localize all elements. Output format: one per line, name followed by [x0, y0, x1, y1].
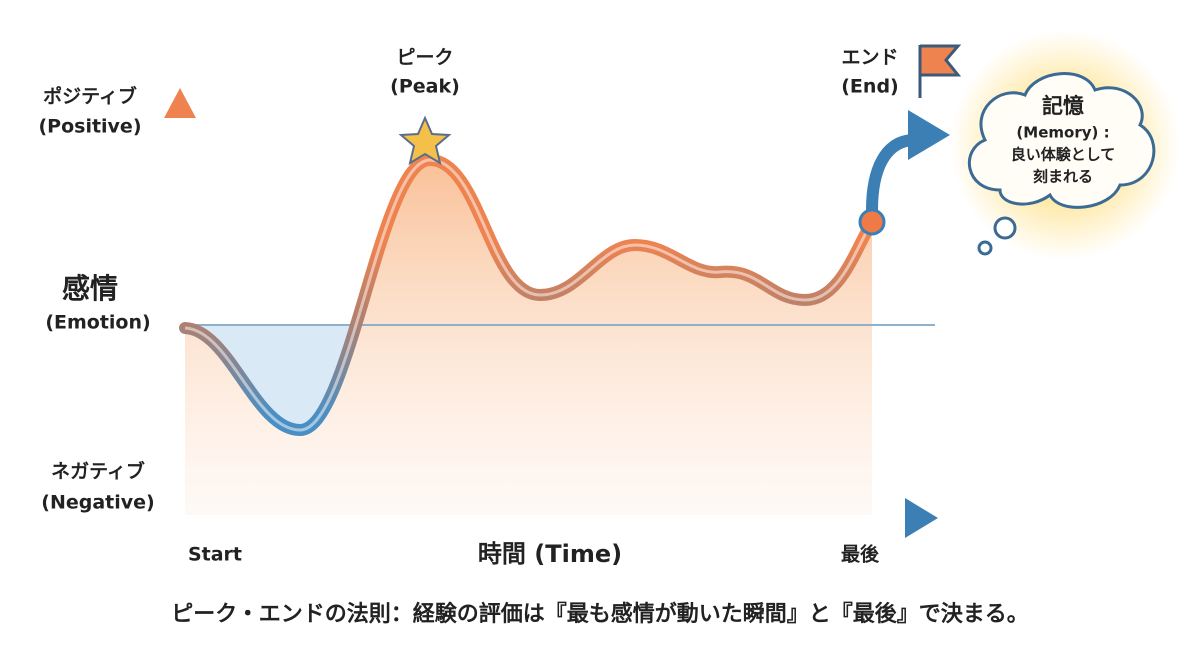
- memory-cloud: [950, 30, 1180, 260]
- negative-label: ネガティブ: [51, 460, 145, 483]
- y-arrowhead: [164, 88, 196, 118]
- end-curve: [866, 134, 916, 211]
- negative-en-label: (Negative): [41, 492, 154, 514]
- end-dot: [858, 208, 886, 236]
- end-label: エンド: [841, 47, 898, 69]
- emotion-en-label: (Emotion): [45, 312, 150, 334]
- x-arrowhead: [905, 498, 938, 538]
- memory-arrowhead: [908, 110, 950, 160]
- time-label: 時間 (Time): [478, 540, 622, 568]
- peak-label: ピーク: [396, 47, 453, 69]
- end-en-label: (End): [841, 76, 898, 98]
- start-label: Start: [188, 544, 242, 566]
- memory-line2: 刻まれる: [1033, 168, 1093, 186]
- curve-highlight: [184, 158, 874, 432]
- caption: ピーク・エンドの法則：経験の評価は『最も感情が動いた瞬間』と『最後』で決まる。: [171, 601, 1029, 627]
- memory-subtitle: (Memory) :: [1016, 124, 1109, 142]
- memory-title: 記憶: [1042, 94, 1084, 118]
- emotion-label: 感情: [62, 272, 118, 305]
- peak-en-label: (Peak): [390, 76, 460, 98]
- positive-label: ポジティブ: [43, 85, 137, 108]
- positive-en-label: (Positive): [38, 116, 141, 138]
- area: [185, 160, 872, 515]
- graph: [164, 44, 962, 538]
- flag: [918, 44, 962, 98]
- peak-star: [398, 115, 452, 166]
- memory-line1: 良い体験として: [1011, 146, 1116, 164]
- last-label: 最後: [841, 543, 880, 566]
